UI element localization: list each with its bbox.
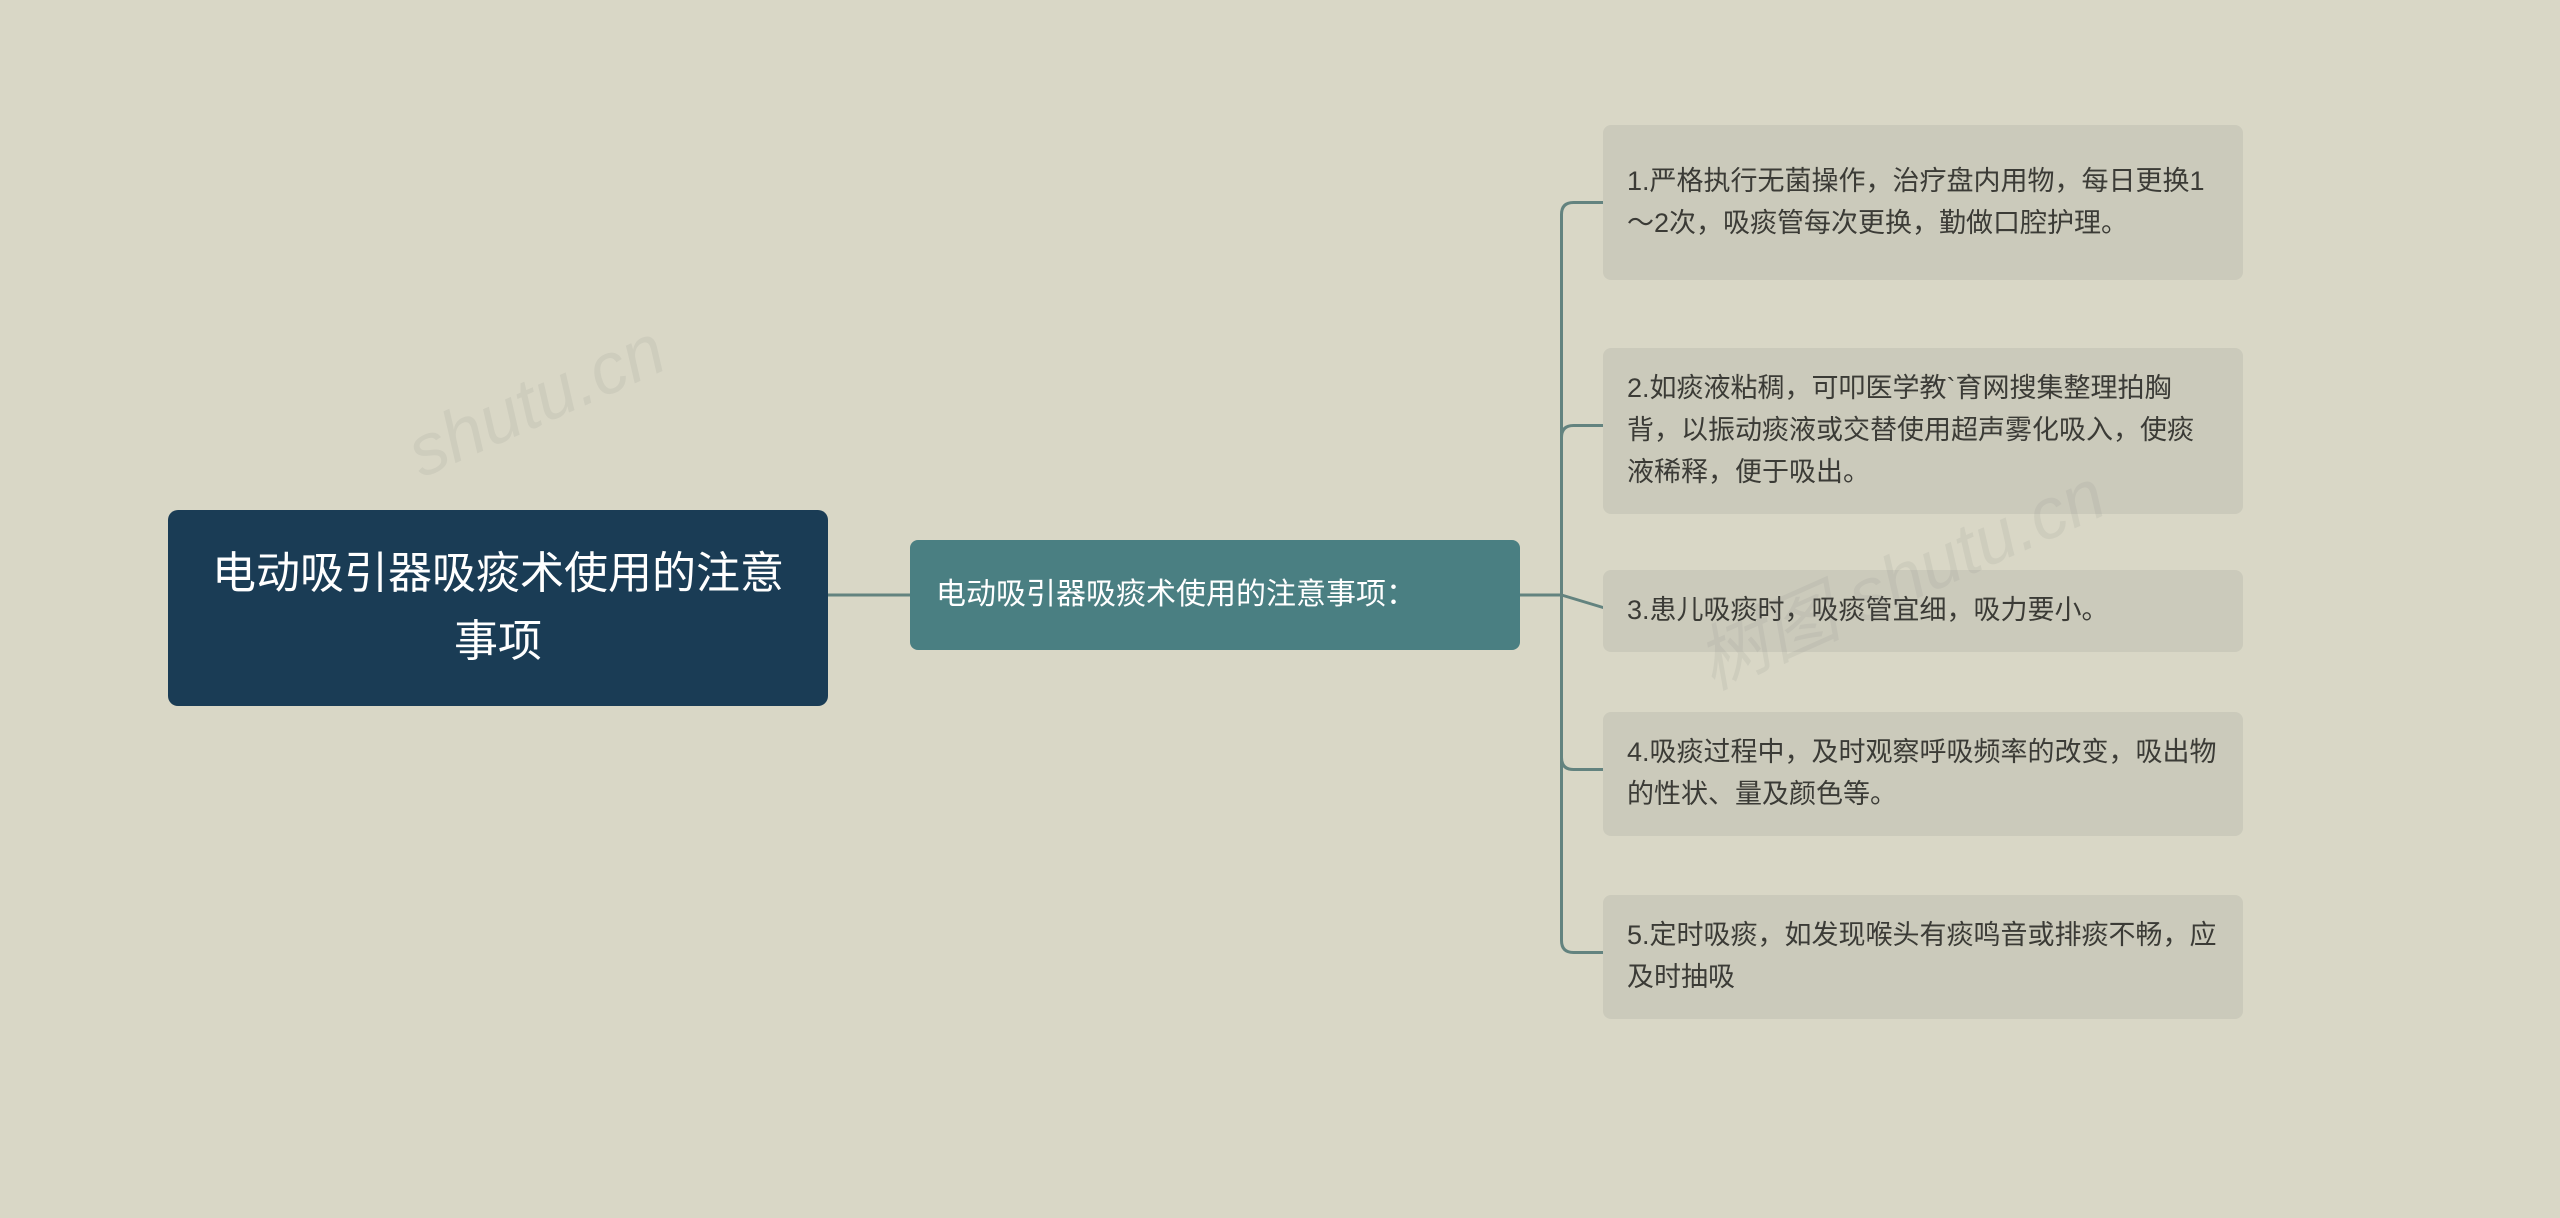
- leaf-node-3: 3.患儿吸痰时，吸痰管宜细，吸力要小。: [1603, 570, 2243, 652]
- leaf-node-2: 2.如痰液粘稠，可叩医学教`育网搜集整理拍胸背，以振动痰液或交替使用超声雾化吸入…: [1603, 348, 2243, 514]
- root-node: 电动吸引器吸痰术使用的注意事项: [168, 510, 828, 706]
- leaf-node-4: 4.吸痰过程中，及时观察呼吸频率的改变，吸出物的性状、量及颜色等。: [1603, 712, 2243, 836]
- leaf-node-1: 1.严格执行无菌操作，治疗盘内用物，每日更换1～2次，吸痰管每次更换，勤做口腔护…: [1603, 125, 2243, 280]
- mindmap-canvas: 电动吸引器吸痰术使用的注意事项电动吸引器吸痰术使用的注意事项： 1.严格执行无菌操…: [0, 0, 2560, 1218]
- sub-node: 电动吸引器吸痰术使用的注意事项：: [910, 540, 1520, 650]
- leaf-node-5: 5.定时吸痰，如发现喉头有痰鸣音或排痰不畅，应及时抽吸: [1603, 895, 2243, 1019]
- watermark-1: shutu.cn: [395, 308, 677, 494]
